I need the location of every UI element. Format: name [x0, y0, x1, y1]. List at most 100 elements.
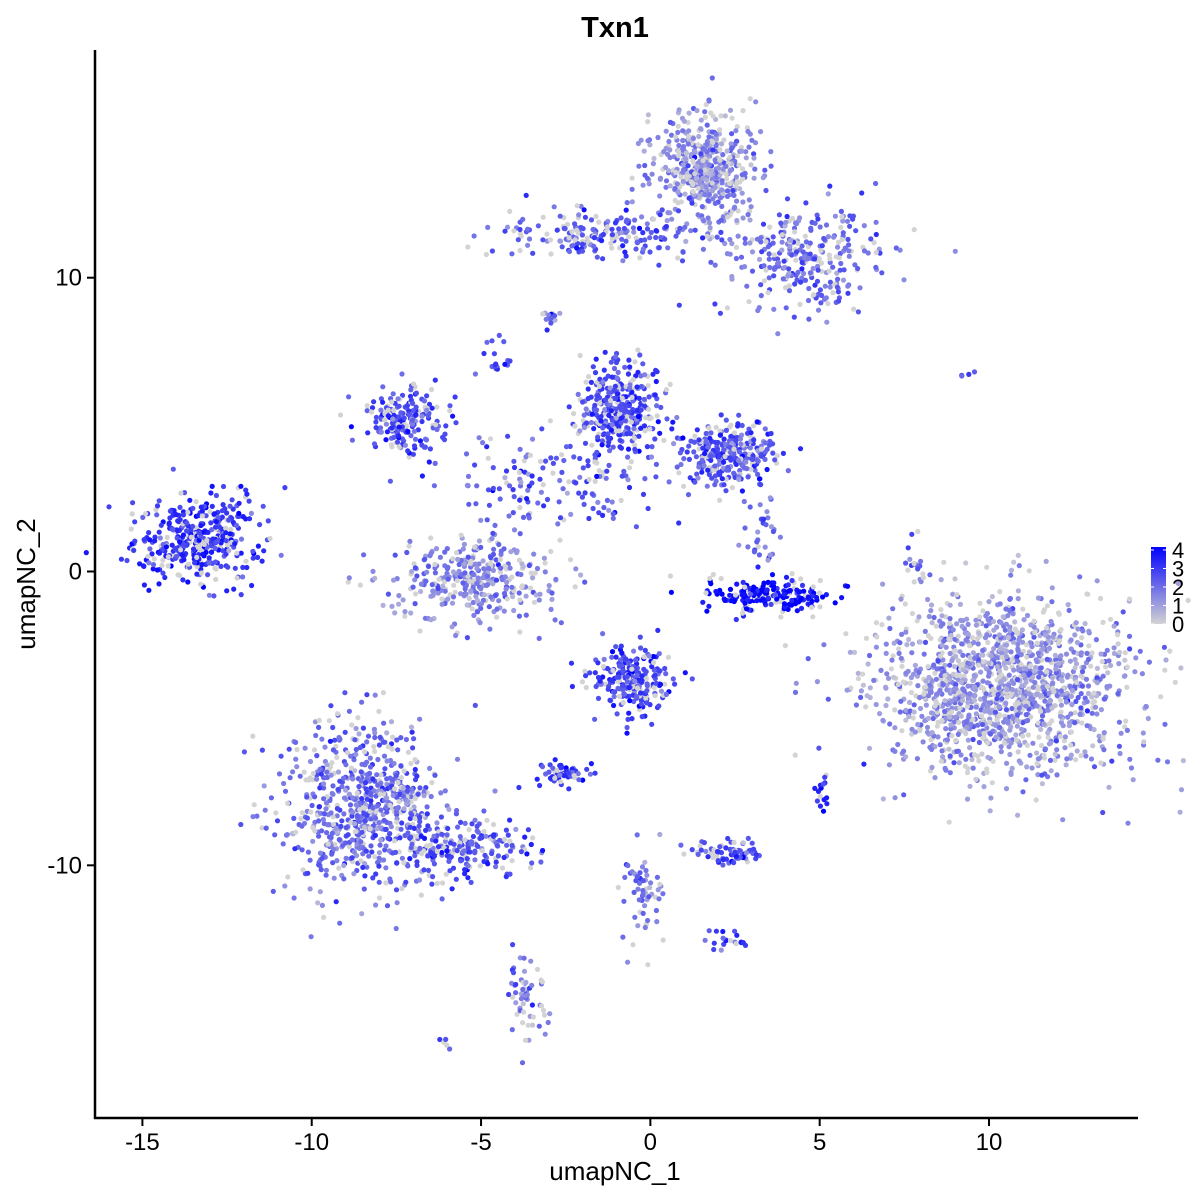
cell-point: [491, 351, 497, 357]
cell-point: [943, 726, 949, 732]
cell-point: [468, 588, 474, 594]
cell-point: [1058, 653, 1064, 659]
cell-point: [632, 217, 638, 223]
cell-point: [617, 437, 623, 443]
cell-point: [706, 162, 712, 168]
cell-point: [792, 281, 798, 287]
cell-point: [584, 235, 590, 241]
cell-point: [567, 557, 574, 563]
cell-point: [620, 700, 626, 706]
cell-point: [477, 620, 483, 626]
cell-point: [592, 670, 598, 676]
cell-point: [410, 451, 416, 457]
cell-point: [778, 220, 784, 226]
cell-point: [619, 236, 625, 242]
cell-point: [981, 730, 987, 737]
cell-point: [676, 107, 682, 113]
cell-point: [447, 403, 453, 409]
cell-point: [1091, 699, 1098, 705]
cell-point: [988, 795, 994, 801]
cell-point: [727, 236, 733, 243]
cell-point: [188, 534, 194, 540]
cell-point: [542, 569, 548, 575]
cell-point: [600, 231, 607, 238]
cell-point: [733, 244, 740, 250]
cell-point: [666, 168, 672, 174]
cell-point: [730, 187, 736, 194]
cell-point: [413, 591, 419, 597]
cell-point: [897, 709, 903, 715]
cell-point: [465, 244, 471, 250]
cell-point: [501, 339, 507, 345]
cell-point: [1081, 664, 1087, 670]
cell-point: [665, 245, 671, 251]
cell-point: [578, 203, 584, 209]
cell-point: [1040, 684, 1046, 690]
cell-point: [1115, 641, 1121, 647]
cell-point: [215, 515, 221, 521]
cell-point: [1032, 629, 1038, 636]
cell-point: [1072, 656, 1078, 663]
cell-point: [703, 184, 709, 190]
cell-point: [428, 617, 434, 623]
cell-point: [817, 224, 823, 230]
cell-point: [255, 554, 261, 561]
cell-point: [665, 210, 671, 216]
cell-point: [612, 383, 619, 389]
cell-point: [818, 300, 824, 306]
cell-point: [504, 224, 511, 230]
cell-point: [663, 223, 670, 230]
cell-point: [729, 115, 735, 121]
cell-point: [194, 571, 200, 577]
cell-point: [424, 393, 430, 399]
cell-point: [278, 552, 284, 558]
cell-point: [708, 168, 715, 174]
cell-point: [871, 240, 877, 246]
cell-point: [703, 102, 709, 108]
cell-point: [1060, 817, 1066, 823]
cell-point: [226, 517, 232, 523]
cell-point: [1088, 663, 1094, 669]
cell-point: [286, 746, 292, 752]
cell-point: [473, 501, 479, 507]
cell-point: [767, 438, 773, 444]
cell-point: [569, 243, 575, 249]
cell-point: [763, 267, 769, 273]
cell-point: [698, 151, 704, 157]
cell-point: [680, 167, 687, 173]
cell-point: [717, 310, 724, 316]
cell-point: [430, 588, 436, 594]
cell-point: [710, 571, 717, 578]
cell-point: [571, 454, 577, 460]
cell-point: [410, 584, 416, 590]
cell-point: [1007, 628, 1013, 634]
cell-point: [478, 517, 484, 523]
cell-point: [835, 244, 841, 250]
cell-point: [723, 427, 730, 433]
cell-point: [595, 695, 602, 702]
cell-point: [474, 566, 480, 572]
cell-point: [480, 575, 486, 581]
cell-point: [405, 749, 411, 755]
cell-point: [450, 556, 456, 562]
cell-point: [1039, 713, 1046, 719]
cell-point: [604, 225, 611, 231]
cell-point: [248, 510, 254, 516]
cell-point: [1009, 765, 1015, 772]
cell-point: [520, 216, 526, 222]
cell-point: [759, 587, 765, 593]
cell-point: [836, 298, 842, 304]
cell-point: [621, 691, 628, 697]
cell-point: [704, 608, 710, 614]
cell-point: [656, 245, 662, 251]
cell-point: [758, 239, 764, 245]
cell-point: [1092, 704, 1099, 710]
cell-point: [743, 149, 749, 155]
cell-point: [1075, 626, 1081, 632]
cell-point: [639, 673, 645, 679]
cell-point: [488, 555, 494, 561]
cell-point: [206, 560, 212, 566]
cell-point: [628, 419, 635, 425]
cell-point: [775, 260, 782, 266]
